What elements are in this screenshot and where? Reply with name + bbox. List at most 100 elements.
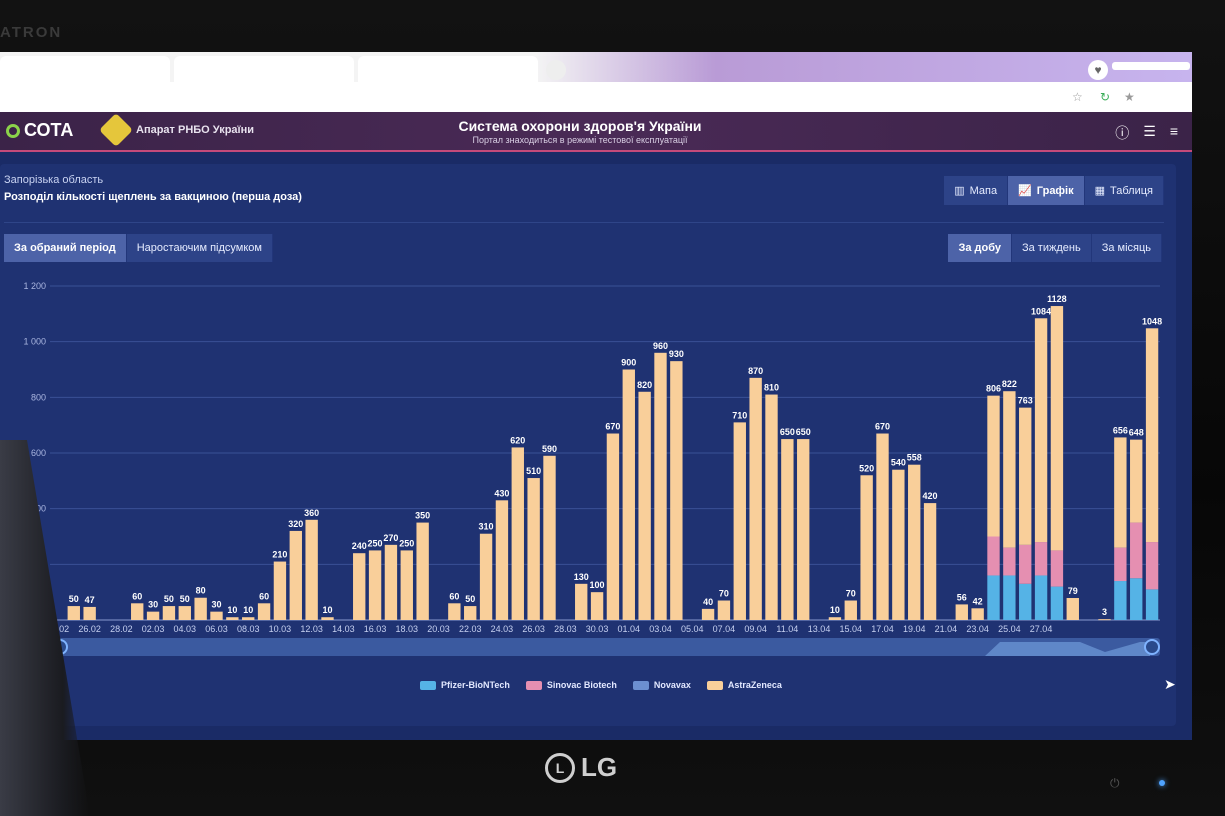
bar-value-label: 520 [859, 463, 874, 473]
x-tick-label: 10.03 [269, 624, 292, 634]
legend-swatch [632, 680, 649, 690]
bar-segment [543, 455, 556, 620]
bar-segment [749, 377, 762, 620]
bar-segment [178, 606, 191, 620]
address-bar[interactable]: ☆ ↻ ★ [0, 82, 1192, 112]
bar-segment [670, 361, 683, 620]
bar-value-label: 810 [764, 383, 779, 393]
table-icon: ▦ [1094, 185, 1106, 197]
legend-label: Sinovac Biotech [546, 680, 617, 690]
bar-segment [923, 503, 937, 620]
bar-segment [1145, 589, 1159, 620]
x-tick-label: 30.03 [586, 624, 609, 634]
agency-logo[interactable]: Апарат РНБО України [99, 113, 254, 147]
bar-segment [701, 608, 715, 620]
bar-segment [987, 575, 1000, 620]
bar-segment [448, 603, 461, 620]
bar-segment [400, 550, 413, 620]
browser-tab[interactable] [0, 56, 170, 82]
bar-segment [321, 617, 334, 620]
bar-segment [495, 500, 509, 620]
x-tick-label: 13.04 [808, 624, 831, 634]
tab-favicon-icon [546, 60, 566, 80]
bar-segment [1050, 550, 1064, 587]
refresh-icon[interactable]: ↻ [1100, 90, 1111, 104]
bar-segment [828, 617, 842, 620]
bar-segment [162, 606, 176, 620]
bar-segment [1098, 619, 1111, 621]
bar-value-label: 558 [907, 453, 922, 463]
list-icon[interactable]: ☰ [1143, 123, 1156, 139]
x-tick-label: 15.04 [840, 624, 863, 634]
bar-value-label: 210 [272, 550, 287, 560]
bar-segment [146, 611, 160, 620]
browser-tab[interactable] [174, 56, 354, 82]
legend-item[interactable]: Novavax [632, 680, 691, 690]
bar-segment [67, 606, 80, 620]
mouse-cursor-icon: ➤ [1164, 676, 1176, 692]
freq-week-button[interactable]: За тиждень [1011, 234, 1092, 262]
bar-value-label: 60 [449, 591, 459, 601]
bar-value-label: 56 [957, 592, 967, 602]
translate-icon[interactable]: ☆ [1072, 90, 1083, 104]
screen: ♥ ☆ ↻ ★ СОТА Апарат РНБО України Система… [0, 52, 1192, 740]
browser-tab[interactable] [358, 56, 538, 82]
bar-segment [1050, 306, 1064, 551]
bar-segment [83, 606, 96, 620]
browser-extension-icon[interactable]: ♥ [1088, 60, 1108, 80]
monitor-model: ATRON [0, 24, 63, 41]
bar-value-label: 250 [399, 538, 414, 548]
bar-segment [1034, 542, 1048, 576]
freq-day-button[interactable]: За добу [948, 234, 1012, 262]
bar-value-label: 960 [653, 341, 668, 351]
bar-segment [131, 603, 144, 620]
header-actions: ⓘ ☰ ≡ [1115, 123, 1178, 143]
bar-value-label: 250 [368, 538, 383, 548]
range-navigator [58, 638, 1160, 656]
range-handle-right [1144, 639, 1160, 655]
legend-item[interactable]: AstraZeneca [706, 680, 782, 690]
bar-value-label: 10 [227, 605, 237, 615]
bar-value-label: 10 [243, 605, 253, 615]
y-tick-label: 1 200 [23, 281, 46, 291]
bar-value-label: 50 [180, 594, 190, 604]
info-icon[interactable]: ⓘ [1115, 125, 1130, 141]
bar-segment [590, 592, 604, 620]
legend-item[interactable]: Pfizer-BioNTech [420, 680, 510, 690]
period-selected-button[interactable]: За обраний період [4, 234, 127, 262]
bar-value-label: 240 [352, 541, 367, 551]
bar-segment [1066, 598, 1079, 620]
app-subtitle: Портал знаходиться в режимі тестової екс… [472, 135, 688, 145]
legend-item[interactable]: Sinovac Biotech [525, 680, 617, 690]
freq-month-button[interactable]: За місяць [1091, 234, 1162, 262]
bar-segment [717, 600, 731, 620]
bar-value-label: 656 [1113, 425, 1128, 435]
bar-value-label: 10 [830, 605, 840, 615]
view-chart-label: Графік [1036, 184, 1074, 197]
bar-segment [305, 519, 318, 620]
period-cumulative-button[interactable]: Наростаючим підсумком [126, 234, 273, 262]
bar-segment [368, 550, 382, 620]
bar-segment [1019, 583, 1032, 620]
x-tick-label: 09.04 [744, 624, 767, 634]
view-table-button[interactable]: ▦ Таблиця [1084, 176, 1164, 205]
x-tick-label: 07.04 [713, 624, 736, 634]
browser-window-controls[interactable] [1112, 62, 1190, 70]
power-button-icon[interactable]: ⏻ [1110, 776, 1120, 790]
cota-logo[interactable]: СОТА [6, 120, 73, 141]
menu-icon[interactable]: ≡ [1169, 123, 1178, 139]
view-map-button[interactable]: ▥ Мапа [944, 176, 1009, 205]
view-chart-button[interactable]: 📈 Графік [1008, 176, 1085, 205]
legend-label: AstraZeneca [727, 680, 782, 690]
x-tick-label: 26.02 [78, 624, 101, 634]
chart-panel: Запорізька область Розподіл кількості ще… [0, 164, 1176, 726]
x-tick-label: 23.04 [966, 624, 989, 634]
bar-segment [1130, 578, 1143, 620]
bar-value-label: 60 [132, 591, 142, 601]
bar-segment [242, 617, 255, 620]
bookmark-icon[interactable]: ★ [1124, 90, 1135, 104]
x-tick-label: 28.03 [554, 624, 577, 634]
bar-segment [416, 522, 429, 620]
bar-value-label: 50 [465, 594, 475, 604]
